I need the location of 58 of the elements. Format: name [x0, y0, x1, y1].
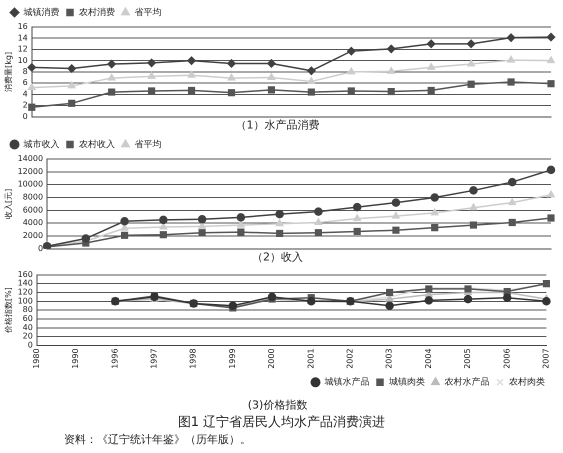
- x-tick-label: 1996: [110, 348, 120, 369]
- legend-label: 省平均: [134, 6, 162, 18]
- x-tick-label: 2005: [463, 348, 472, 369]
- y-tick-label: 2000: [22, 231, 44, 240]
- y-axis-title: 消费量[kg]: [4, 52, 13, 92]
- text: 资料：《辽宁统计年鉴》（历年版）。: [63, 432, 252, 448]
- y-tick-label: 2: [22, 100, 28, 110]
- legend-label: 城镇水产品: [324, 376, 370, 388]
- y-tick-label: 4000: [22, 218, 44, 228]
- y-tick-label: 8000: [22, 192, 44, 202]
- y-tick-label: 10: [18, 56, 28, 65]
- x-tick-label: 2003: [384, 348, 394, 369]
- text: (3)价格指数: [248, 398, 308, 412]
- text: （2）收入: [252, 250, 303, 264]
- legend-label: 城镇消费: [22, 6, 60, 18]
- y-tick-label: 40: [22, 322, 33, 332]
- x-tick-label: 2002: [346, 348, 355, 369]
- y-tick-label: 14: [18, 33, 28, 42]
- x-tick-label: 1999: [228, 348, 237, 369]
- y-tick-label: 140: [18, 278, 33, 288]
- x-tick-label: 2004: [424, 348, 433, 369]
- y-tick-label: 0: [38, 244, 44, 253]
- caption: 图1 辽宁省居民人均水产品消费演进: [176, 414, 386, 431]
- y-tick-label: 16: [18, 22, 28, 32]
- y-tick-label: 160: [18, 270, 33, 279]
- y-tick-label: 20: [22, 332, 33, 341]
- y-axis-title: 收入[元]: [4, 188, 13, 220]
- legend-label: 农村肉类: [509, 376, 545, 388]
- y-tick-label: 80: [22, 305, 33, 314]
- x-tick-label: 1998: [188, 348, 198, 369]
- y-tick-label: 12: [18, 44, 28, 54]
- y-tick-label: 10000: [18, 180, 44, 189]
- y-tick-label: 100: [18, 296, 33, 306]
- legend-label: 省平均: [134, 138, 162, 150]
- legend-label: 农村收入: [79, 138, 115, 150]
- x-tick-label: 1980: [32, 348, 41, 369]
- x-tick-label: 2007: [541, 348, 550, 369]
- y-tick-label: 8: [22, 66, 28, 76]
- text: （1）水产品消费: [236, 118, 320, 132]
- x-tick-label: 2000: [267, 348, 276, 369]
- legend-label: 城市收入: [22, 138, 60, 150]
- legend-label: 农村消费: [79, 6, 115, 18]
- legend-label: 城镇肉类: [388, 376, 425, 388]
- x-tick-label: 1997: [150, 348, 159, 369]
- y-tick-label: 6000: [22, 205, 44, 214]
- x-tick-label: 1990: [71, 348, 80, 369]
- y-tick-label: 0: [22, 112, 28, 121]
- y-tick-label: 60: [22, 314, 33, 324]
- y-tick-label: 0: [28, 340, 33, 350]
- y-tick-label: 12000: [18, 166, 44, 176]
- y-axis-title: 价格指数[%]: [4, 287, 13, 334]
- legend-label: 农村水产品: [444, 376, 490, 388]
- y-tick-label: 4: [22, 89, 28, 98]
- y-tick-label: 6: [22, 78, 28, 88]
- y-tick-label: 120: [18, 288, 33, 297]
- x-tick-label: 2006: [502, 348, 512, 369]
- x-tick-label: 2001: [306, 348, 316, 369]
- y-tick-label: 14000: [18, 154, 44, 164]
